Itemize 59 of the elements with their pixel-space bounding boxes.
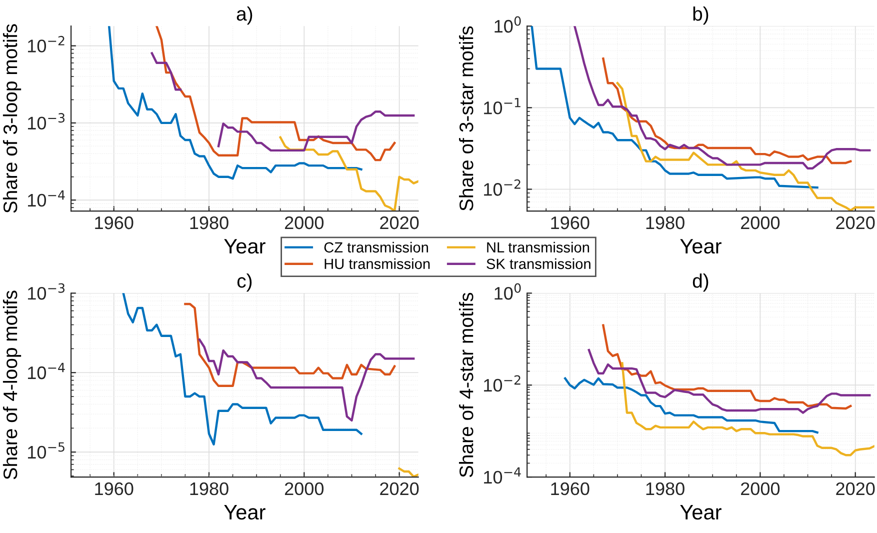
x-tick-label: 1980: [646, 216, 684, 230]
line-series: [198, 338, 415, 422]
x-tick-label: 1960: [95, 482, 134, 496]
x-tick-label: 1960: [95, 216, 134, 230]
x-tick-label: 1960: [551, 482, 590, 496]
x-axis-title: Year: [680, 239, 722, 254]
line-series: [602, 324, 852, 410]
y-tick-label: 10$^{−3}$: [28, 113, 65, 130]
x-tick-label: 1980: [646, 482, 684, 496]
y-tick-label: 10$^{−4}$: [28, 362, 65, 380]
y-axis-title: Share of 3-loop motifs: [2, 24, 22, 213]
y-tick-label: 10$^{−4}$: [484, 467, 521, 484]
legend-label: SK transmission: [486, 258, 590, 270]
chart-title: d): [692, 274, 708, 292]
x-tick-label: 2000: [741, 216, 780, 230]
y-tick-label: 10$^{−5}$: [28, 442, 64, 459]
line-series: [184, 302, 396, 388]
legend-label: NL transmission: [487, 242, 590, 253]
y-tick-label: 10$^{−3}$: [28, 283, 65, 300]
y-tick-label: 10$^{−2}$: [484, 375, 520, 392]
x-tick-label: 1960: [551, 216, 590, 230]
line-series: [156, 26, 396, 162]
y-tick-label: 10$^{0}$: [494, 16, 521, 33]
x-tick-label: 2020: [836, 482, 875, 496]
y-tick-label: 10$^{−4}$: [28, 190, 65, 207]
y-tick-label: 10$^{−2}$: [28, 36, 64, 52]
line-series: [108, 26, 362, 180]
line-series: [616, 82, 874, 212]
legend-label: HU transmission: [324, 258, 430, 270]
x-tick-label: 2020: [380, 482, 419, 496]
line-series: [530, 26, 818, 189]
line-series: [574, 26, 871, 170]
line-series: [564, 377, 818, 434]
x-tick-label: 2000: [741, 482, 780, 496]
chart-title: a): [236, 6, 252, 25]
line-series: [122, 293, 362, 446]
x-axis-title: Year: [680, 505, 722, 520]
y-axis-title: Share of 4-star motifs: [458, 292, 474, 478]
legend-label: CZ transmission: [324, 242, 428, 253]
x-axis-title: Year: [224, 505, 266, 520]
x-tick-label: 2000: [284, 216, 324, 230]
x-tick-label: 2020: [380, 216, 419, 230]
y-axis-title: Share of 4-loop motifs: [2, 290, 22, 480]
chart-title: b): [693, 6, 708, 25]
y-tick-label: 10$^{0}$: [494, 283, 521, 300]
x-tick-label: 1980: [190, 216, 228, 230]
y-tick-label: 10$^{−1}$: [484, 98, 520, 114]
line-series: [279, 136, 418, 212]
x-tick-label: 1980: [190, 482, 228, 496]
line-series: [588, 348, 871, 414]
y-tick-label: 10$^{−2}$: [484, 179, 520, 196]
line-series: [621, 362, 874, 456]
x-tick-label: 2000: [284, 482, 324, 496]
line-series: [602, 57, 852, 164]
y-axis-title: Share of 3-star motifs: [458, 26, 474, 211]
chart-title: c): [237, 274, 252, 292]
x-tick-label: 2020: [836, 216, 875, 230]
x-axis-title: Year: [224, 239, 266, 254]
line-series: [398, 467, 418, 478]
